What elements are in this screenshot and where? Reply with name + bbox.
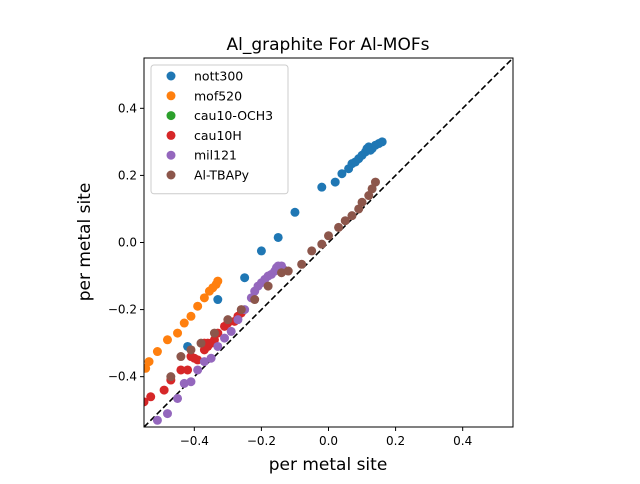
data-point bbox=[152, 415, 162, 425]
data-point bbox=[364, 191, 374, 201]
data-point bbox=[176, 352, 186, 362]
data-point bbox=[213, 341, 223, 351]
data-point bbox=[144, 357, 154, 367]
data-point bbox=[162, 335, 172, 345]
data-point bbox=[173, 393, 183, 403]
data-point bbox=[330, 177, 340, 187]
data-point bbox=[357, 197, 367, 207]
data-point bbox=[159, 385, 169, 395]
data-point bbox=[186, 345, 196, 355]
data-point bbox=[179, 318, 189, 328]
legend-box bbox=[150, 64, 289, 195]
data-point bbox=[186, 311, 196, 321]
legend-label: cau10H bbox=[194, 128, 242, 143]
legend-item: cau10-OCH3 bbox=[166, 108, 273, 123]
y-tick-label: −0.4 bbox=[108, 370, 137, 384]
x-tick-label: −0.4 bbox=[180, 434, 209, 448]
data-point bbox=[196, 338, 206, 348]
y-axis-ticks: −0.4 −0.2 0.0 0.2 0.4 bbox=[108, 101, 144, 384]
x-axis-label: per metal site bbox=[269, 455, 388, 475]
data-point bbox=[347, 211, 357, 221]
data-point bbox=[317, 182, 327, 192]
legend-label: mof520 bbox=[194, 88, 242, 103]
data-point bbox=[324, 231, 333, 241]
data-point bbox=[263, 281, 273, 291]
data-point bbox=[152, 347, 162, 357]
data-point bbox=[367, 184, 377, 194]
data-point bbox=[213, 276, 223, 286]
y-tick-label: 0.4 bbox=[118, 101, 137, 115]
legend-item: cau10H bbox=[166, 128, 242, 143]
data-point bbox=[146, 392, 156, 402]
data-point bbox=[334, 222, 344, 232]
x-tick-label: 0.2 bbox=[386, 434, 405, 448]
data-point bbox=[370, 177, 380, 187]
data-point bbox=[173, 328, 183, 338]
data-point bbox=[354, 204, 364, 214]
legend-marker bbox=[166, 150, 176, 160]
x-axis-ticks: −0.4 −0.2 0.0 0.2 0.4 bbox=[180, 427, 472, 448]
series-1 bbox=[144, 276, 223, 373]
data-point bbox=[206, 353, 216, 363]
data-point bbox=[199, 293, 209, 303]
legend-label: cau10-OCH3 bbox=[194, 108, 273, 123]
data-point bbox=[223, 315, 233, 325]
data-point bbox=[256, 246, 266, 256]
data-point bbox=[340, 216, 350, 226]
data-point bbox=[233, 315, 243, 325]
data-point bbox=[273, 232, 283, 242]
y-axis-label: per metal site bbox=[75, 183, 95, 302]
data-point bbox=[206, 338, 216, 348]
legend-item: mil121 bbox=[166, 148, 237, 163]
data-point bbox=[250, 295, 260, 305]
y-tick-label: 0.2 bbox=[118, 168, 137, 182]
legend-marker bbox=[166, 71, 176, 81]
data-point bbox=[183, 365, 193, 375]
x-tick-label: 0.4 bbox=[453, 434, 472, 448]
data-point bbox=[283, 266, 293, 276]
data-point bbox=[337, 169, 347, 179]
data-point bbox=[377, 137, 387, 147]
series-5 bbox=[166, 177, 380, 382]
data-point bbox=[240, 273, 250, 283]
legend-item: Al-TBAPy bbox=[166, 168, 250, 183]
legend: nott300 mof520 cau10-OCH3 cau10H mil121 Al-TB… bbox=[150, 64, 289, 195]
x-tick-label: −0.2 bbox=[247, 434, 276, 448]
legend-item: nott300 bbox=[166, 69, 243, 84]
data-point bbox=[166, 372, 176, 382]
legend-label: Al-TBAPy bbox=[194, 168, 250, 183]
legend-label: nott300 bbox=[194, 69, 243, 84]
y-tick-label: −0.2 bbox=[108, 303, 137, 317]
data-point bbox=[186, 377, 196, 387]
data-point bbox=[226, 326, 236, 336]
legend-item: mof520 bbox=[166, 88, 242, 103]
data-point bbox=[297, 259, 307, 269]
data-point bbox=[193, 365, 203, 375]
data-point bbox=[209, 328, 219, 338]
legend-label: mil121 bbox=[194, 148, 237, 163]
legend-marker bbox=[166, 91, 176, 101]
data-point bbox=[290, 207, 300, 217]
x-tick-label: 0.0 bbox=[319, 434, 338, 448]
data-point bbox=[236, 305, 246, 315]
legend-marker bbox=[166, 170, 176, 180]
legend-marker bbox=[166, 111, 176, 121]
data-point bbox=[162, 409, 172, 419]
data-point bbox=[317, 239, 327, 249]
data-point bbox=[193, 301, 203, 311]
y-tick-label: 0.0 bbox=[118, 236, 137, 250]
chart-title: Al_graphite For Al-MOFs bbox=[226, 35, 429, 55]
data-point bbox=[220, 333, 230, 343]
legend-marker bbox=[166, 130, 176, 140]
data-point bbox=[199, 357, 209, 367]
series-0 bbox=[183, 137, 387, 351]
data-point bbox=[176, 365, 186, 375]
data-point bbox=[307, 246, 317, 256]
data-point bbox=[213, 295, 223, 305]
